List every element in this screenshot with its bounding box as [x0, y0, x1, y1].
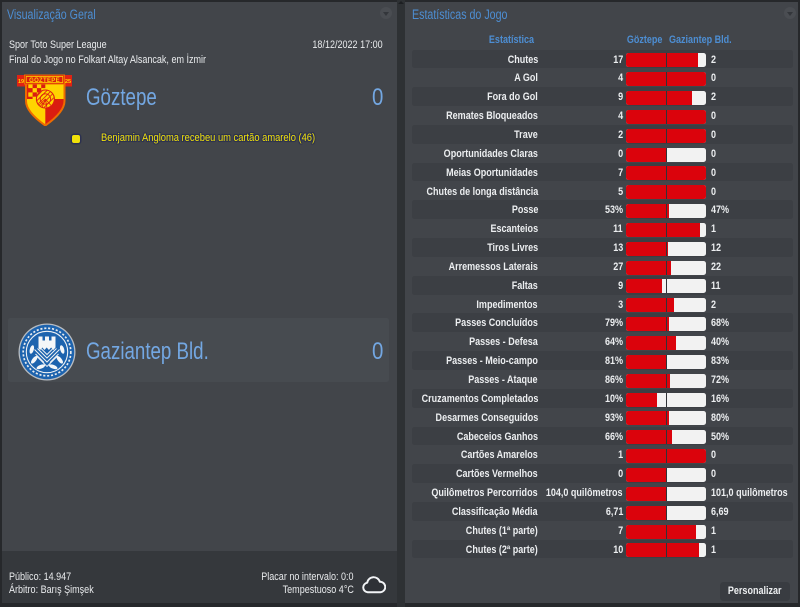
- svg-text:GÖZTEPE: GÖZTEPE: [29, 77, 60, 84]
- svg-text:19: 19: [18, 79, 24, 85]
- svg-text:25: 25: [65, 79, 71, 85]
